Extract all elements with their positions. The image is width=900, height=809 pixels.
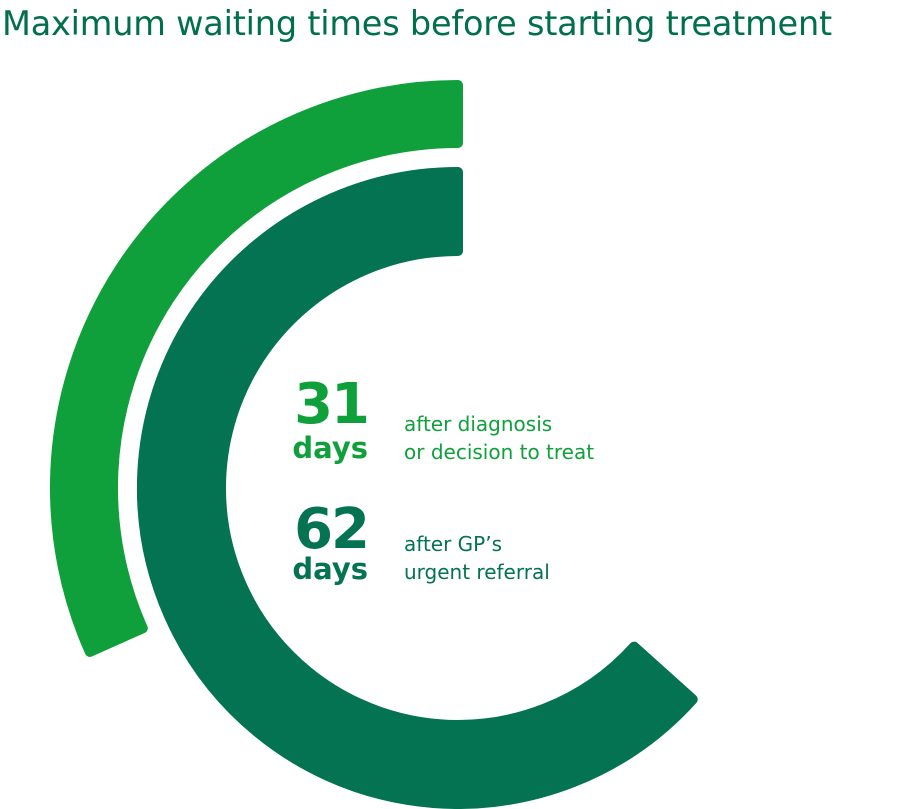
stat-unit-31: days bbox=[292, 431, 368, 465]
chart-title: Maximum waiting times before starting tr… bbox=[2, 4, 832, 43]
stat-description-31: after diagnosis or decision to treat bbox=[404, 410, 594, 466]
arc-31-days bbox=[49, 80, 463, 657]
stat-value-62: 62 bbox=[294, 497, 370, 562]
description-line: after diagnosis bbox=[404, 412, 553, 436]
description-line: or decision to treat bbox=[404, 440, 595, 464]
description-line: after GP’s bbox=[404, 532, 503, 556]
stat-description-62: after GP’s urgent referral bbox=[404, 530, 550, 586]
arc-62-days bbox=[136, 167, 698, 809]
description-line: urgent referral bbox=[404, 560, 550, 584]
stat-value-31: 31 bbox=[294, 372, 370, 437]
stat-unit-62: days bbox=[292, 552, 368, 586]
